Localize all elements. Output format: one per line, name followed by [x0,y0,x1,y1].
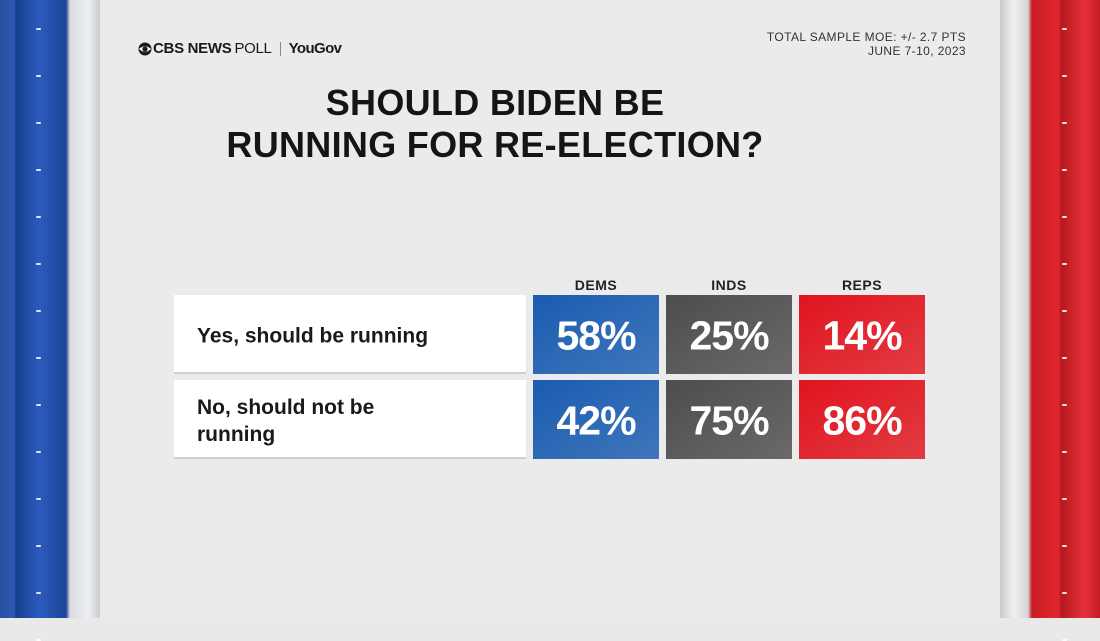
rivet [36,545,41,547]
value-label-inds: 25% [689,313,769,359]
brand-divider [279,41,281,56]
rivet [36,216,41,218]
brand-poll: POLL [234,40,272,57]
rivet [1062,498,1067,500]
rivet [36,451,41,453]
value-label-dems: 58% [556,313,636,359]
value-label-reps: 86% [822,398,902,444]
moe-text: TOTAL SAMPLE MOE: +/- 2.7 PTS [766,30,966,44]
row-label: No, should not be [197,396,374,419]
rivet [36,592,41,594]
row-label-box [174,380,526,459]
chart-title: SHOULD BIDEN BE RUNNING FOR RE-ELECTION? [100,82,890,166]
title-line-2: RUNNING FOR RE-ELECTION? [226,124,764,165]
rivet [36,310,41,312]
rivet [36,498,41,500]
rivet [1062,545,1067,547]
dates-text: JUNE 7-10, 2023 [867,44,966,58]
rivet [1062,592,1067,594]
column-header-reps: REPS [842,277,882,293]
rivet [36,263,41,265]
rivet [1062,310,1067,312]
right-frame-red [1000,0,1100,641]
rivet [36,169,41,171]
right-rivets [1062,0,1068,641]
rivet [1062,75,1067,77]
rivet [1062,357,1067,359]
column-header-inds: INDS [711,277,746,293]
brand-network: CBS NEWS [153,40,232,57]
value-cell-inds [666,295,792,374]
column-header-dems: DEMS [575,277,617,293]
rivet [1062,28,1067,30]
rivet [1062,122,1067,124]
value-cell-reps [799,380,925,459]
left-rivets [36,0,42,641]
poll-meta: TOTAL SAMPLE MOE: +/- 2.7 PTS JUNE 7-10,… [767,30,966,58]
left-frame-blue [0,0,100,641]
brand-logo: CBS NEWS POLL YouGov [138,40,342,57]
cbs-eye-icon [138,42,152,55]
value-cell-dems [533,380,659,459]
brand-partner: YouGov [288,40,342,57]
value-label-reps: 14% [822,313,902,359]
row-label-shadow [174,372,526,374]
row-label-shadow [174,457,526,459]
rivet [1062,451,1067,453]
rivet [1062,169,1067,171]
value-cell-inds [666,380,792,459]
row-label: Yes, should be running [197,325,428,348]
rivet [36,404,41,406]
value-label-dems: 42% [556,398,636,444]
rivet [1062,263,1067,265]
value-cell-dems [533,295,659,374]
rivet [36,357,41,359]
poll-table: DEMS INDS REPS Yes, should be running 58% 25%… [174,277,925,459]
row-label-box [174,295,526,374]
rivet [1062,404,1067,406]
value-cell-reps [799,295,925,374]
title-line-1: SHOULD BIDEN BE [325,82,665,123]
rivet [36,122,41,124]
rivet [36,75,41,77]
row-label: running [197,423,275,446]
rivet [36,28,41,30]
rivet [1062,216,1067,218]
value-label-inds: 75% [689,398,769,444]
